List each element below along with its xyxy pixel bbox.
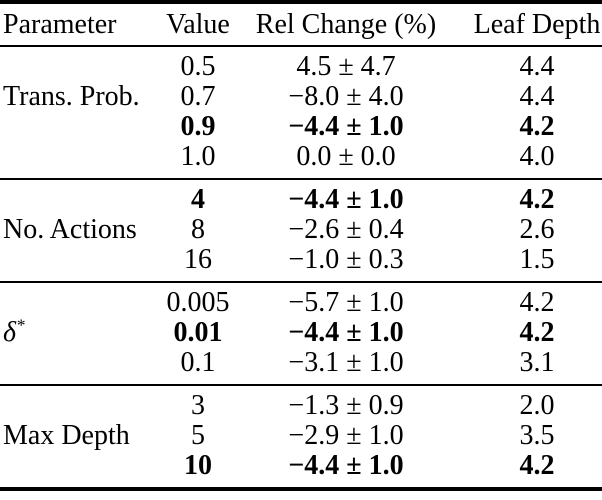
leaf-depth-cell: 4.4	[519, 81, 555, 112]
table-header-row: Parameter Value Rel Change (%) Leaf Dept…	[0, 4, 602, 45]
table-row: 4 −4.4 ± 1.0 4.2	[0, 185, 602, 215]
value-cell: 10	[184, 450, 212, 481]
table-row: 0.1 −3.1 ± 1.0 3.1	[0, 348, 602, 378]
rel-change-cell: −5.7 ± 1.0	[288, 287, 404, 318]
parameter-cell	[0, 185, 150, 215]
parameter-cell: Trans. Prob.	[3, 81, 140, 112]
value-cell: 1.0	[180, 141, 216, 172]
table-row: No. Actions 8 −2.6 ± 0.4 2.6	[0, 215, 602, 245]
parameter-cell: Max Depth	[3, 420, 130, 451]
value-cell: 16	[184, 244, 212, 275]
param-group-1: 0.5 4.5 ± 4.7 4.4 Trans. Prob. 0.7 −8.0 ± 4.0…	[0, 47, 602, 178]
leaf-depth-cell: 4.2	[519, 317, 555, 348]
param-group-4: 3 −1.3 ± 0.9 2.0 Max Depth 5 −2.9 ± 1.0 3.5 10 −…	[0, 386, 602, 487]
table-row: Trans. Prob. 0.7 −8.0 ± 4.0 4.4	[0, 82, 602, 112]
table-row: 10 −4.4 ± 1.0 4.2	[0, 451, 602, 481]
group-separator-rule	[0, 281, 602, 283]
table-body: 0.5 4.5 ± 4.7 4.4 Trans. Prob. 0.7 −8.0 ± 4.0…	[0, 47, 602, 487]
rel-change-cell: −1.0 ± 0.3	[288, 244, 404, 275]
col-header-rel-change: Rel Change (%)	[255, 8, 437, 40]
leaf-depth-cell: 3.1	[519, 347, 555, 378]
rel-change-cell: −3.1 ± 1.0	[288, 347, 404, 378]
table-row: 0.5 4.5 ± 4.7 4.4	[0, 52, 602, 82]
table-row: δ* 0.01 −4.4 ± 1.0 4.2	[0, 315, 602, 348]
parameter-cell	[0, 52, 150, 82]
parameter-cell: δ*	[3, 315, 25, 348]
value-cell: 4	[191, 184, 205, 215]
value-cell: 3	[191, 390, 205, 421]
rel-change-cell: 4.5 ± 4.7	[296, 51, 396, 82]
leaf-depth-cell: 4.2	[519, 184, 555, 215]
rel-change-cell: −4.4 ± 1.0	[288, 450, 404, 481]
value-cell: 0.01	[173, 317, 223, 348]
table-row: 16 −1.0 ± 0.3 1.5	[0, 245, 602, 275]
value-cell: 0.1	[180, 347, 216, 378]
rel-change-cell: −4.4 ± 1.0	[288, 184, 404, 215]
leaf-depth-cell: 2.0	[519, 390, 555, 421]
leaf-depth-cell: 4.4	[519, 51, 555, 82]
leaf-depth-cell: 1.5	[519, 244, 555, 275]
leaf-depth-cell: 4.2	[519, 111, 555, 142]
parameter-cell	[0, 391, 150, 421]
table-row: 0.9 −4.4 ± 1.0 4.2	[0, 112, 602, 142]
rel-change-cell: −2.9 ± 1.0	[288, 420, 404, 451]
parameter-cell	[0, 451, 150, 481]
leaf-depth-cell: 4.0	[519, 141, 555, 172]
leaf-depth-cell: 2.6	[519, 214, 555, 245]
param-group-2: 4 −4.4 ± 1.0 4.2 No. Actions 8 −2.6 ± 0.4 2.6 1…	[0, 180, 602, 281]
value-cell: 0.9	[180, 111, 216, 142]
header-rule	[0, 45, 602, 47]
value-cell: 0.5	[180, 51, 216, 82]
col-header-parameter: Parameter	[3, 8, 117, 40]
leaf-depth-cell: 4.2	[519, 450, 555, 481]
rel-change-cell: −8.0 ± 4.0	[288, 81, 404, 112]
param-group-3: 0.005 −5.7 ± 1.0 4.2 δ* 0.01 −4.4 ± 1.0 4.2 0.1…	[0, 283, 602, 384]
table-row: 0.005 −5.7 ± 1.0 4.2	[0, 288, 602, 318]
parameter-cell	[0, 112, 150, 142]
parameter-superscript: *	[16, 315, 25, 335]
value-cell: 8	[191, 214, 205, 245]
value-cell: 0.7	[180, 81, 216, 112]
parameter-cell	[0, 142, 150, 172]
parameter-cell	[0, 245, 150, 275]
rel-change-cell: −4.4 ± 1.0	[288, 317, 404, 348]
bottom-rule	[0, 487, 602, 491]
col-header-leaf-depth: Leaf Depth	[473, 8, 601, 40]
value-cell: 0.005	[166, 287, 230, 318]
parameter-cell	[0, 288, 150, 318]
col-header-value: Value	[166, 8, 230, 40]
leaf-depth-cell: 4.2	[519, 287, 555, 318]
value-cell: 5	[191, 420, 205, 451]
rel-change-cell: −1.3 ± 0.9	[288, 390, 404, 421]
group-separator-rule	[0, 178, 602, 180]
rel-change-cell: −4.4 ± 1.0	[288, 111, 404, 142]
table-row: Max Depth 5 −2.9 ± 1.0 3.5	[0, 421, 602, 451]
rel-change-cell: 0.0 ± 0.0	[296, 141, 396, 172]
parameter-cell	[0, 348, 150, 378]
table-row: 1.0 0.0 ± 0.0 4.0	[0, 142, 602, 172]
group-separator-rule	[0, 384, 602, 386]
parameter-cell: No. Actions	[3, 214, 137, 245]
table-row: 3 −1.3 ± 0.9 2.0	[0, 391, 602, 421]
top-rule	[0, 0, 602, 4]
leaf-depth-cell: 3.5	[519, 420, 555, 451]
rel-change-cell: −2.6 ± 0.4	[288, 214, 404, 245]
